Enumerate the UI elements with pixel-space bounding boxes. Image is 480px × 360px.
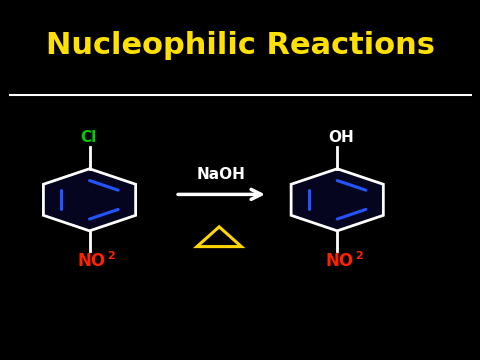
Polygon shape bbox=[43, 169, 136, 231]
Text: NO: NO bbox=[325, 252, 354, 270]
Text: 2: 2 bbox=[355, 251, 362, 261]
Text: NaOH: NaOH bbox=[197, 167, 246, 182]
Text: 2: 2 bbox=[107, 251, 115, 261]
Text: Cl: Cl bbox=[80, 130, 96, 145]
Polygon shape bbox=[291, 169, 384, 231]
Text: OH: OH bbox=[328, 130, 354, 145]
Text: Nucleophilic Reactions: Nucleophilic Reactions bbox=[46, 31, 434, 59]
Text: NO: NO bbox=[78, 252, 106, 270]
